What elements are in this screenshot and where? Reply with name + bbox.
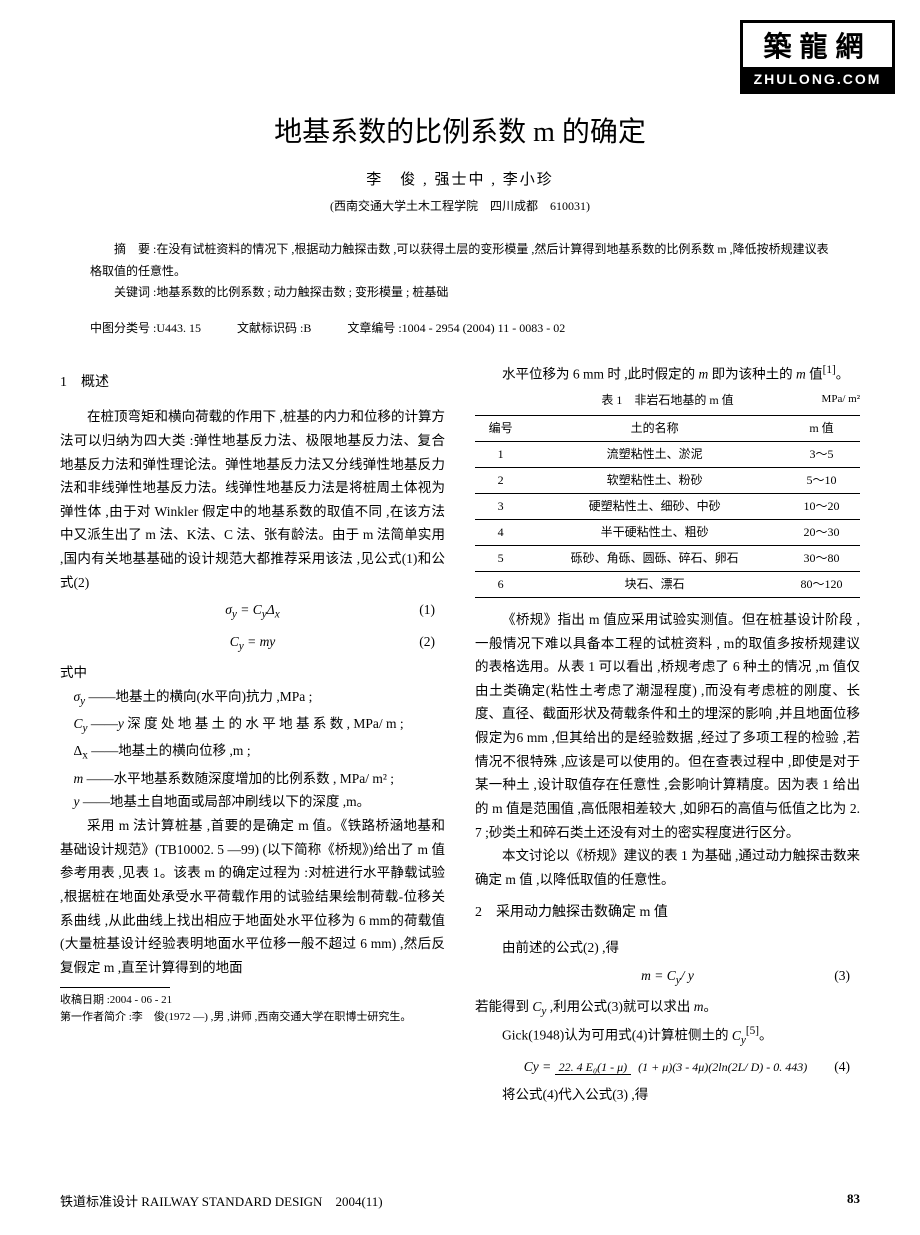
keywords-text: 地基系数的比例系数 ; 动力触探击数 ; 变形模量 ; 桩基础 [156, 285, 448, 299]
authors: 李 俊 , 强士中 , 李小珍 [60, 168, 860, 189]
def-y: y ——地基土自地面或局部冲刷线以下的深度 ,m。 [74, 790, 446, 814]
table-row: 5砾砂、角砾、圆砾、碎石、卵石30～80 [475, 545, 860, 571]
footnote-date: 收稿日期 :2004 - 06 - 21 [60, 992, 445, 1009]
watermark-cn: 築龍網 [743, 23, 892, 67]
eq2-number: (2) [419, 630, 435, 654]
equation-3: m = Cy/ y (3) [475, 964, 860, 991]
eq1-number: (1) [419, 598, 435, 622]
def-cy: Cy ——y 深 度 处 地 基 土 的 水 平 地 基 系 数 , MPa/ … [74, 712, 446, 739]
equation-4: Cy = 22. 4 E₀(1 - μ) (1 + μ)(3 - 4μ)(2ln… [475, 1055, 860, 1079]
def-sigma: σy ——地基土的横向(水平向)抗力 ,MPa ; [74, 685, 446, 712]
para-4: 《桥规》指出 m 值应采用试验实测值。但在桩基设计阶段 ,一般情况下难以具备本工… [475, 608, 860, 844]
journal-name: 铁道标准设计 RAILWAY STANDARD DESIGN 2004(11) [60, 1191, 383, 1210]
abstract-block: 摘 要 :在没有试桩资料的情况下 ,根据动力触探击数 ,可以获得土层的变形模量 … [90, 239, 830, 304]
section-1-head: 1 概述 [60, 371, 445, 396]
where-block: 式中 [60, 661, 445, 685]
variable-definitions: σy ——地基土的横向(水平向)抗力 ,MPa ; Cy ——y 深 度 处 地… [74, 685, 446, 814]
two-column-body: 1 概述 在桩顶弯矩和横向荷载的作用下 ,桩基的内力和位移的计算方法可以归纳为四… [60, 361, 860, 1107]
para-2: 采用 m 法计算桩基 ,首要的是确定 m 值。《铁路桥涵地基和基础设计规范》(T… [60, 814, 445, 979]
watermark-en: ZHULONG.COM [743, 67, 892, 91]
abstract-text: 在没有试桩资料的情况下 ,根据动力触探击数 ,可以获得土层的变形模量 ,然后计算… [90, 242, 829, 278]
fraction-eq4: 22. 4 E₀(1 - μ) (1 + μ)(3 - 4μ)(2ln(2L/ … [555, 1061, 812, 1074]
table-1: 表 1 非岩石地基的 m 值 MPa/ m² 编号 土的名称 m 值 1流塑粘性… [475, 390, 860, 598]
footnote-divider [60, 987, 170, 988]
abstract-label: 摘 要 : [114, 242, 156, 256]
equation-2: Cy = my (2) [60, 630, 445, 657]
table-row: 1流塑粘性土、淤泥3～5 [475, 441, 860, 467]
para-6: 由前述的公式(2) ,得 [475, 936, 860, 960]
affiliation: (西南交通大学土木工程学院 四川成都 610031) [60, 197, 860, 214]
table-row: 3硬塑粘性土、细砂、中砂10～20 [475, 493, 860, 519]
classification-line: 中图分类号 :U443. 15 文献标识码 :B 文章编号 :1004 - 29… [90, 319, 830, 336]
def-m: m ——水平地基系数随深度增加的比例系数 , MPa/ m² ; [74, 767, 446, 791]
table-1-unit: MPa/ m² [822, 390, 860, 409]
para-5: 本文讨论以《桥规》建议的表 1 为基础 ,通过动力触探击数来确定 m 值 ,以降… [475, 844, 860, 891]
para-8: Gick(1948)认为可用式(4)计算桩侧土的 Cy[5]。 [475, 1022, 860, 1051]
section-2-head: 2 采用动力触探击数确定 m 值 [475, 901, 860, 926]
para-7: 若能得到 Cy ,利用公式(3)就可以求出 m。 [475, 995, 860, 1022]
table-row: 2软塑粘性土、粉砂5～10 [475, 467, 860, 493]
para-1: 在桩顶弯矩和横向荷载的作用下 ,桩基的内力和位移的计算方法可以归纳为四大类 :弹… [60, 405, 445, 594]
table-1-caption: 表 1 非岩石地基的 m 值 MPa/ m² [475, 390, 860, 411]
def-dx: Δx ——地基土的横向位移 ,m ; [74, 739, 446, 766]
th-id: 编号 [475, 415, 526, 441]
equation-1: σy = CyΔx (1) [60, 598, 445, 625]
eq4-number: (4) [834, 1055, 850, 1079]
para-3: 水平位移为 6 mm 时 ,此时假定的 m 即为该种土的 m 值[1]。 [475, 361, 860, 386]
left-column: 1 概述 在桩顶弯矩和横向荷载的作用下 ,桩基的内力和位移的计算方法可以归纳为四… [60, 361, 445, 1107]
table-row: 4半干硬粘性土、粗砂20～30 [475, 519, 860, 545]
table-row: 6块石、漂石80～120 [475, 571, 860, 597]
right-column: 水平位移为 6 mm 时 ,此时假定的 m 即为该种土的 m 值[1]。 表 1… [475, 361, 860, 1107]
footnote-author: 第一作者简介 :李 俊(1972 —) ,男 ,讲师 ,西南交通大学在职博士研究… [60, 1009, 445, 1026]
page-number: 83 [847, 1191, 860, 1210]
th-m: m 值 [783, 415, 860, 441]
where-label: 式中 [60, 665, 87, 680]
page-footer: 铁道标准设计 RAILWAY STANDARD DESIGN 2004(11) … [60, 1191, 860, 1210]
para-9: 将公式(4)代入公式(3) ,得 [475, 1083, 860, 1107]
paper-title: 地基系数的比例系数 m 的确定 [60, 110, 860, 150]
site-watermark: 築龍網 ZHULONG.COM [740, 20, 895, 94]
table-header-row: 编号 土的名称 m 值 [475, 415, 860, 441]
keywords-label: 关键词 : [114, 285, 156, 299]
th-soil: 土的名称 [526, 415, 783, 441]
eq3-number: (3) [834, 964, 850, 988]
